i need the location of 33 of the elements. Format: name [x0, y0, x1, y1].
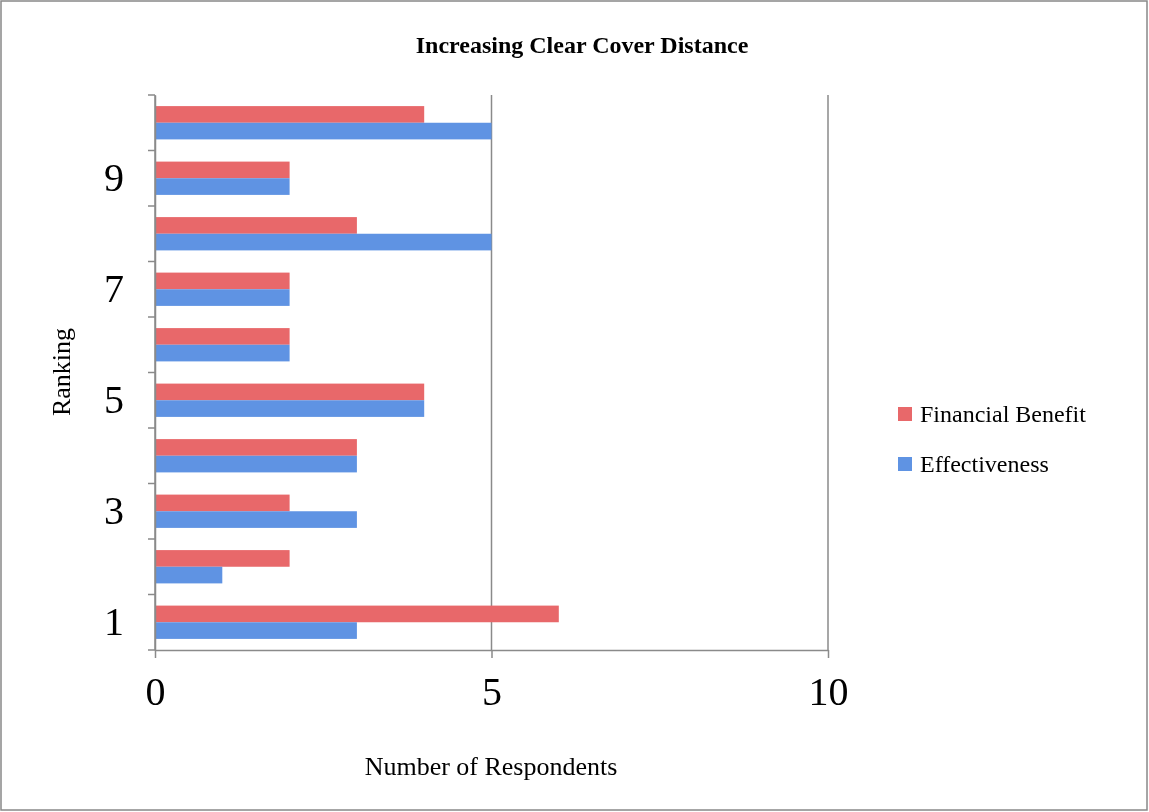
y-axis-title: Ranking	[47, 327, 76, 417]
bar	[155, 233, 492, 251]
bar	[155, 328, 290, 345]
bar	[155, 272, 290, 290]
bar	[155, 494, 290, 512]
bar	[155, 511, 357, 528]
bar	[155, 106, 425, 123]
x-tick-label: 0	[145, 669, 166, 714]
bar	[155, 161, 290, 179]
x-axis-title: Number of Respondents	[364, 752, 618, 781]
bar	[155, 550, 290, 567]
bar	[155, 383, 425, 401]
bar	[155, 455, 357, 473]
bar	[155, 344, 290, 362]
legend-label: Financial Benefit	[920, 401, 1087, 427]
bar	[155, 566, 223, 584]
bar	[155, 605, 559, 623]
bar	[155, 622, 357, 639]
x-tick-label: 5	[482, 669, 502, 714]
legend-label: Effectiveness	[920, 451, 1049, 477]
chart-title: Increasing Clear Cover Distance	[415, 32, 749, 58]
bar	[155, 217, 357, 234]
bar	[155, 122, 492, 140]
bar	[155, 178, 290, 195]
bar	[155, 400, 425, 417]
bar	[155, 289, 290, 306]
y-tick-label: 5	[104, 377, 124, 423]
y-tick-label: 7	[104, 266, 124, 312]
y-tick-label: 1	[104, 599, 124, 645]
y-tick-label: 9	[104, 155, 124, 201]
x-tick-label: 10	[808, 669, 849, 714]
bar	[155, 439, 357, 456]
y-tick-label: 3	[104, 488, 124, 534]
